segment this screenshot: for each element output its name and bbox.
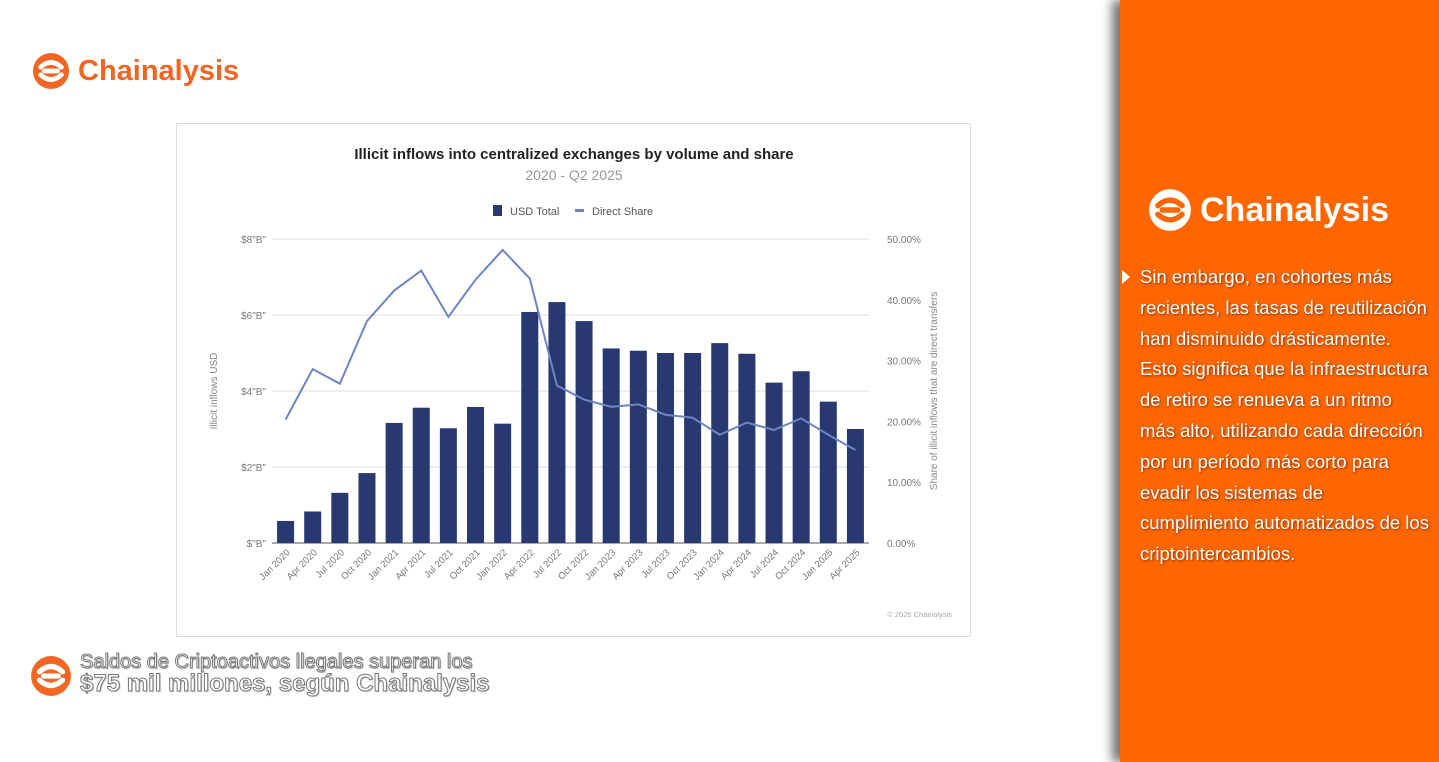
headline-logo-icon xyxy=(30,655,72,702)
bar-apr-2022 xyxy=(521,311,539,543)
bullet-icon xyxy=(1122,270,1130,284)
logo-right: Chainalysis xyxy=(1148,188,1389,232)
chart-credit: © 2025 Chainalysis xyxy=(887,610,952,619)
y2-tick-label: 20.00% xyxy=(887,417,921,428)
legend-label-share: Direct Share xyxy=(592,206,653,218)
chainalysis-logo-icon xyxy=(1149,189,1191,231)
y2-axis-label: Share of illicit inflows that are direct… xyxy=(929,292,940,490)
bar-jan-2025 xyxy=(819,401,837,543)
bar-jan-2020 xyxy=(277,520,295,543)
y-tick-label: $6"B" xyxy=(241,311,266,322)
bar-apr-2023 xyxy=(629,350,647,543)
logo-top: Chainalysis xyxy=(32,52,239,90)
chart-title: Illicit inflows into centralized exchang… xyxy=(354,146,793,163)
bar-jul-2024 xyxy=(765,382,783,543)
chart-card: Illicit inflows into centralized exchang… xyxy=(176,123,971,637)
y2-tick-label: 30.00% xyxy=(887,357,921,368)
y-tick-label: $4"B" xyxy=(241,387,266,398)
bar-oct-2023 xyxy=(684,353,702,543)
brand-name: Chainalysis xyxy=(1200,190,1389,229)
chart: Illicit inflows into centralized exchang… xyxy=(209,146,952,619)
y-tick-label: $"B" xyxy=(247,539,267,550)
headline-line2: $75 mil millones, según Chainalysis xyxy=(80,670,490,697)
headline: Saldos de Criptoactivos llegales superan… xyxy=(80,651,490,697)
direct-share-line xyxy=(284,248,856,451)
y2-tick-label: 0.00% xyxy=(887,539,915,550)
y-tick-label: $8"B" xyxy=(241,235,266,246)
bar-oct-2021 xyxy=(467,406,485,543)
legend-swatch-share xyxy=(575,209,584,212)
legend-swatch-usd xyxy=(493,205,502,216)
bar-jul-2022 xyxy=(548,302,566,543)
y2-tick-label: 50.00% xyxy=(887,235,921,246)
chainalysis-logo-icon xyxy=(32,52,70,90)
bar-jul-2023 xyxy=(656,353,674,543)
bar-jan-2022 xyxy=(494,423,512,543)
bar-oct-2024 xyxy=(792,371,810,543)
bar-apr-2021 xyxy=(412,407,430,543)
bar-apr-2025 xyxy=(846,429,864,543)
y2-tick-label: 10.00% xyxy=(887,478,921,489)
panel-text: Sin embargo, en cohortes más recientes, … xyxy=(1140,266,1429,565)
bar-apr-2020 xyxy=(304,511,322,543)
bar-jan-2024 xyxy=(711,343,729,543)
y-tick-label: $2"B" xyxy=(241,463,266,474)
bar-jul-2020 xyxy=(331,492,349,543)
side-panel xyxy=(1120,0,1439,762)
bar-oct-2022 xyxy=(575,321,593,543)
bar-oct-2020 xyxy=(358,473,376,543)
bar-apr-2024 xyxy=(738,353,756,543)
bar-jan-2023 xyxy=(602,348,620,543)
bar-jul-2021 xyxy=(439,428,457,543)
y-axis-label: Illicit inflows USD xyxy=(209,353,220,430)
brand-name: Chainalysis xyxy=(78,54,240,87)
headline-line1: Saldos de Criptoactivos llegales superan… xyxy=(80,651,473,673)
bar-jan-2021 xyxy=(385,422,403,543)
y2-tick-label: 40.00% xyxy=(887,296,921,307)
chart-subtitle: 2020 - Q2 2025 xyxy=(525,167,623,183)
legend-label-usd: USD Total xyxy=(510,206,559,218)
